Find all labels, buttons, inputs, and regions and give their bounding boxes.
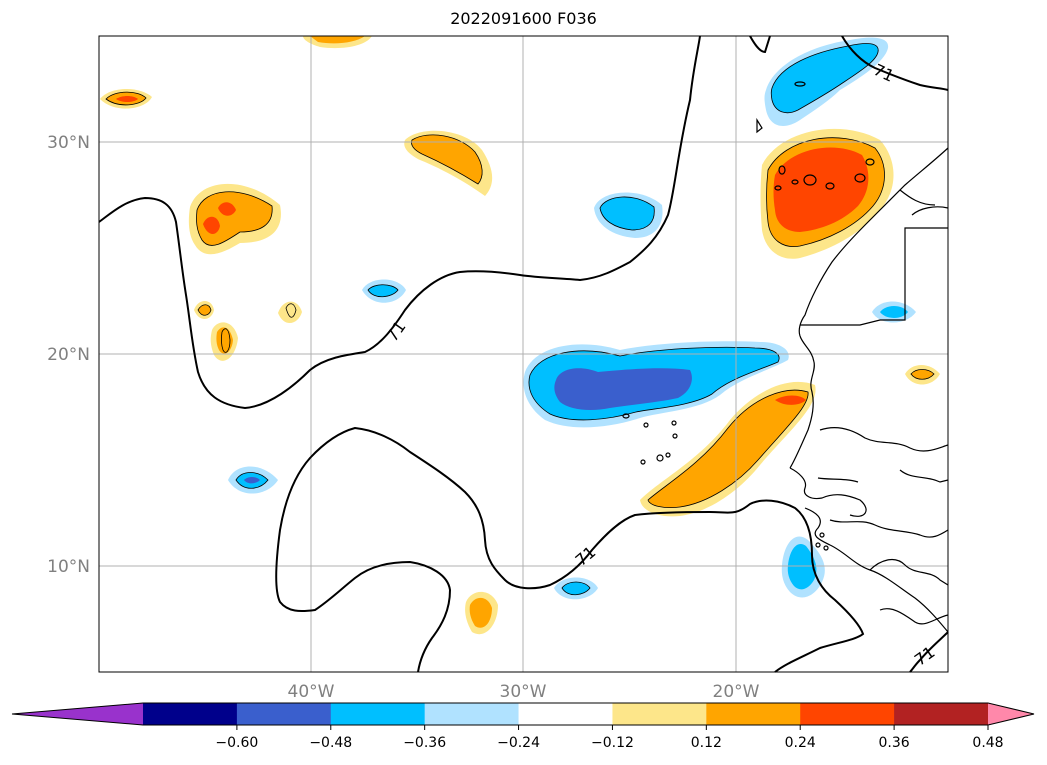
colorbar-tick-label: −0.48	[309, 735, 352, 751]
lat-label-30n: 30°N	[47, 133, 90, 153]
colorbar-segment	[424, 703, 520, 725]
colorbar-tick-label: 0.24	[785, 735, 816, 751]
lon-label-30w: 30°W	[500, 682, 547, 702]
strong-positive-shading	[116, 96, 869, 405]
lon-labels: 40°W 30°W 20°W	[288, 682, 760, 702]
colorbar-tick-label: −0.24	[497, 735, 540, 751]
height-contours	[98, 35, 949, 673]
anomaly-contours	[105, 43, 935, 596]
colorbar-segment	[518, 703, 613, 725]
strong-negative-shading	[244, 368, 692, 484]
colorbar-tick-label: 0.12	[691, 735, 722, 751]
colorbar-extend-high	[988, 703, 1034, 725]
map-panel: 71 71 71 71	[98, 35, 949, 673]
colorbar-segment	[800, 703, 895, 725]
colorbar-ticks: −0.60 −0.48 −0.36 −0.24 −0.12 0.12 0.24 0.36 0.4…	[215, 725, 1004, 751]
map-title: 2022091600 F036	[450, 9, 597, 28]
colorbar-segment	[612, 703, 707, 725]
coastline	[789, 147, 949, 633]
colorbar-segment	[330, 703, 426, 725]
lon-label-40w: 40°W	[288, 682, 335, 702]
colorbar-segment	[236, 703, 332, 725]
lat-label-20n: 20°N	[47, 345, 90, 365]
colorbar-tick-label: 0.48	[972, 735, 1003, 751]
lat-labels: 30°N 20°N 10°N	[47, 133, 90, 577]
colorbar-tick-label: −0.36	[403, 735, 446, 751]
grid-lines	[99, 36, 948, 672]
colorbar-tick-label: −0.60	[215, 735, 258, 751]
colorbar-outline	[11, 702, 1035, 726]
lat-label-10n: 10°N	[47, 557, 90, 577]
colorbar-segment	[143, 703, 238, 725]
islands	[622, 81, 875, 551]
colorbar-segment	[894, 703, 989, 725]
lon-label-20w: 20°W	[713, 682, 760, 702]
colorbar-tick-label: 0.36	[879, 735, 910, 751]
map-frame	[98, 35, 949, 673]
colorbar	[11, 702, 1035, 726]
colorbar-segment	[706, 703, 801, 725]
colorbar-extend-low	[12, 703, 143, 725]
colorbar-tick-label: −0.12	[591, 735, 634, 751]
